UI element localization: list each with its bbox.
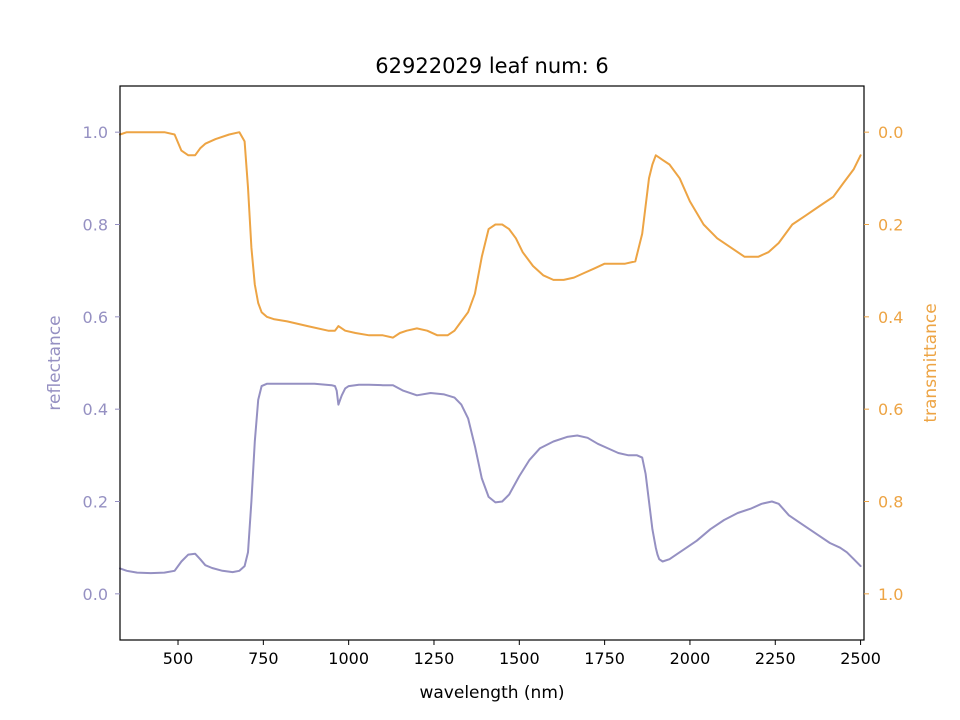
y-left-tick-label: 0.2 <box>83 493 108 512</box>
x-tick-label: 2000 <box>670 649 711 668</box>
x-tick-label: 1750 <box>584 649 625 668</box>
y-left-tick-label: 1.0 <box>83 123 108 142</box>
y-axis-label-left: reflectance <box>45 315 65 410</box>
series-layer <box>119 131 862 575</box>
y-right-tick-label: 0.2 <box>878 216 903 235</box>
x-axis: 500 750 1000 1250 1500 1750 2000 2250 2500 <box>163 640 881 668</box>
y-axis-right: 0.0 0.2 0.4 0.6 0.8 1.0 <box>864 123 903 604</box>
x-tick-label: 2250 <box>755 649 796 668</box>
y-left-tick-label: 0.4 <box>83 400 108 419</box>
x-tick-label: 1500 <box>499 649 540 668</box>
chart-title: 62922029 leaf num: 6 <box>375 54 608 78</box>
y-left-tick-label: 0.6 <box>83 308 108 327</box>
x-tick-label: 1000 <box>328 649 369 668</box>
x-tick-label: 500 <box>163 649 194 668</box>
y-right-tick-label: 0.8 <box>878 493 903 512</box>
y-left-tick-label: 0.8 <box>83 216 108 235</box>
y-right-tick-label: 0.0 <box>878 123 903 142</box>
x-tick-label: 750 <box>248 649 279 668</box>
y-axis-left: 0.0 0.2 0.4 0.6 0.8 1.0 <box>83 123 120 604</box>
y-axis-label-right: transmittance <box>921 303 941 422</box>
y-right-tick-label: 0.6 <box>878 400 903 419</box>
plot-frame <box>119 85 865 641</box>
y-right-tick-label: 0.4 <box>878 308 903 327</box>
y-right-tick-label: 1.0 <box>878 585 903 604</box>
series-line-transmittance <box>119 131 862 339</box>
x-tick-label: 2500 <box>840 649 881 668</box>
series-line-reflectance <box>119 382 862 575</box>
x-axis-label: wavelength (nm) <box>419 683 564 703</box>
x-tick-label: 1250 <box>414 649 455 668</box>
y-left-tick-label: 0.0 <box>83 585 108 604</box>
